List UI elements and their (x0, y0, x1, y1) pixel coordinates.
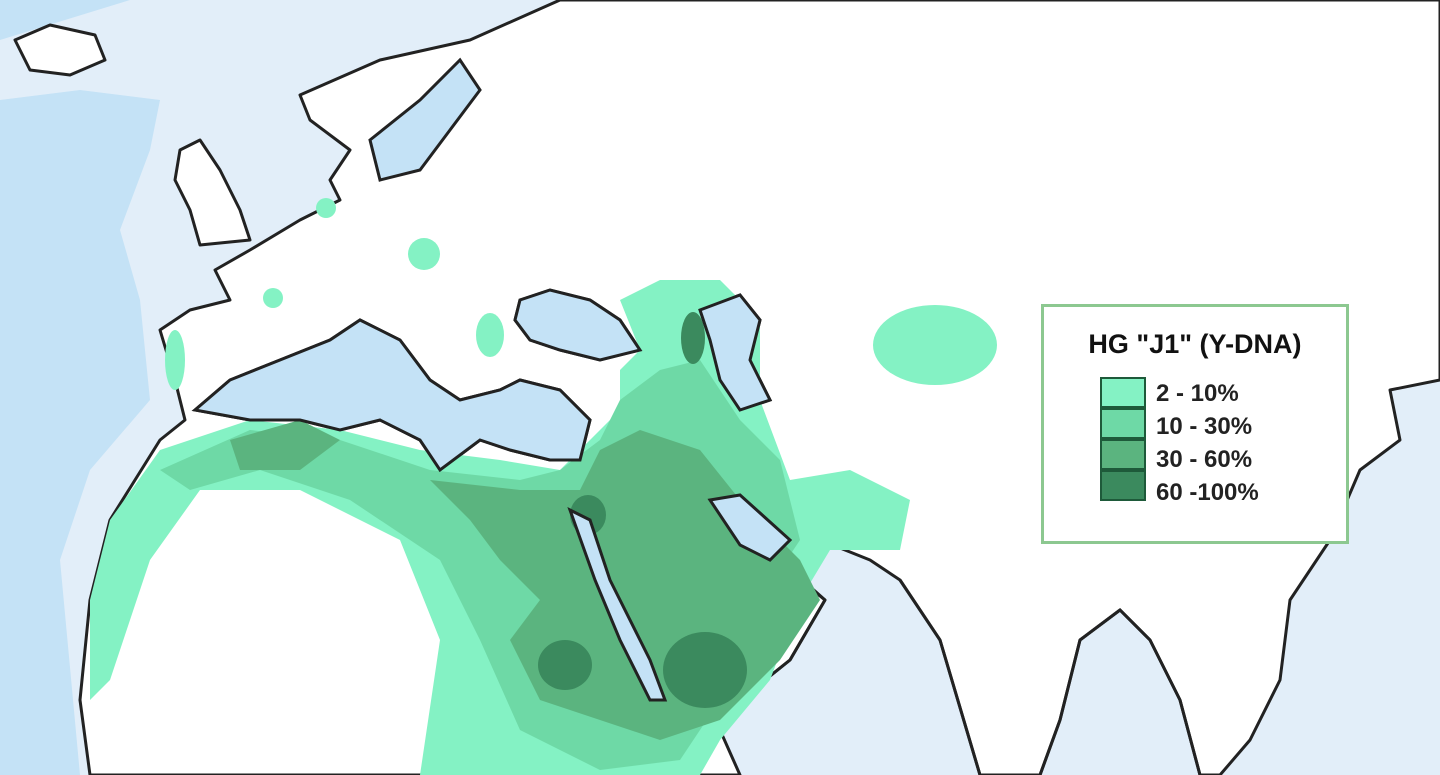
legend-label: 30 - 60% (1156, 446, 1253, 473)
legend-swatch-30-60 (1100, 439, 1146, 470)
iceland (13, 23, 107, 77)
mediterranean-coast (191, 318, 592, 473)
persian-gulf-coast (707, 493, 793, 562)
black-sea-coast (513, 288, 643, 362)
distribution-60-100 (538, 312, 747, 708)
legend-swatch-10-30 (1100, 408, 1146, 439)
legend-title: HG "J1" (Y-DNA) (1088, 329, 1302, 359)
legend-label: 10 - 30% (1156, 413, 1253, 440)
baltic-sea (368, 57, 482, 182)
legend-swatch-60-100 (1100, 470, 1146, 501)
india-coast (898, 579, 1202, 775)
legend-label: 2 - 10% (1156, 380, 1239, 407)
map-legend: HG "J1" (Y-DNA) 2 - 10% 10 - 30% 30 - 60… (1041, 304, 1349, 544)
caspian-coast (698, 293, 773, 412)
red-sea-coast (567, 506, 668, 702)
britain (173, 138, 252, 247)
legend-swatch-2-10 (1100, 377, 1146, 408)
legend-label: 60 -100% (1156, 479, 1259, 506)
